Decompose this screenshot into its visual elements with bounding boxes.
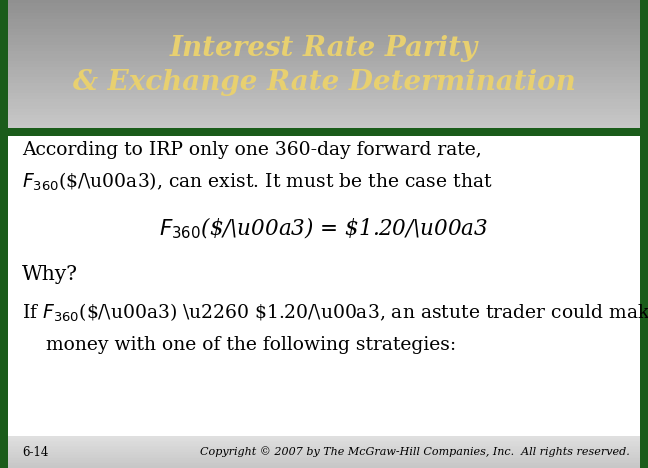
Bar — [8, 3, 640, 7]
Bar — [8, 70, 640, 73]
Bar — [8, 452, 640, 453]
Bar — [8, 67, 640, 70]
Bar — [8, 64, 640, 67]
Bar — [8, 73, 640, 77]
Bar — [8, 83, 640, 87]
Bar — [8, 446, 640, 447]
Bar — [8, 99, 640, 102]
Text: $\mathit{F}_{360}$(\$/\u00a3) = \$1.20/\u00a3: $\mathit{F}_{360}$(\$/\u00a3) = \$1.20/\… — [159, 215, 489, 241]
Text: $\mathit{F}_{360}$(\$/\u00a3), can exist. It must be the case that: $\mathit{F}_{360}$(\$/\u00a3), can exist… — [22, 171, 492, 193]
Bar — [8, 453, 640, 455]
Bar — [8, 439, 640, 441]
Bar — [8, 125, 640, 128]
Text: If $\mathit{F}_{360}$(\$/\u00a3) \u2260 \$1.20/\u00a3, an astute trader could ma: If $\mathit{F}_{360}$(\$/\u00a3) \u2260 … — [22, 302, 648, 324]
Bar — [8, 457, 640, 458]
Bar — [8, 441, 640, 442]
Bar — [8, 467, 640, 468]
Text: Interest Rate Parity: Interest Rate Parity — [170, 35, 478, 61]
Bar — [8, 61, 640, 64]
Bar — [8, 93, 640, 96]
Bar — [8, 16, 640, 19]
Bar — [8, 449, 640, 450]
Bar — [8, 19, 640, 22]
Bar — [8, 89, 640, 93]
Bar — [8, 444, 640, 446]
Bar — [8, 122, 640, 125]
Bar — [8, 118, 640, 122]
Bar — [8, 45, 640, 48]
Bar — [8, 442, 640, 444]
Bar — [8, 465, 640, 467]
Bar — [8, 35, 640, 38]
Bar — [8, 96, 640, 99]
Bar — [8, 102, 640, 106]
Bar — [8, 22, 640, 26]
Bar — [8, 80, 640, 83]
Bar — [8, 460, 640, 461]
Bar — [8, 463, 640, 465]
Bar — [8, 436, 640, 438]
Bar — [8, 136, 640, 436]
Bar — [8, 26, 640, 29]
Bar — [8, 10, 640, 13]
Text: & Exchange Rate Determination: & Exchange Rate Determination — [73, 68, 575, 95]
Bar — [8, 38, 640, 42]
Bar — [8, 461, 640, 463]
Bar — [8, 438, 640, 439]
Bar — [8, 455, 640, 457]
Text: Copyright © 2007 by The McGraw-Hill Companies, Inc.  All rights reserved.: Copyright © 2007 by The McGraw-Hill Comp… — [200, 446, 630, 457]
Bar — [8, 458, 640, 460]
Bar — [8, 112, 640, 115]
Bar — [8, 109, 640, 112]
Bar — [8, 42, 640, 45]
Text: 6-14: 6-14 — [22, 446, 49, 459]
Bar — [8, 450, 640, 452]
Bar — [8, 32, 640, 35]
Bar — [8, 0, 640, 3]
Bar — [8, 48, 640, 51]
Bar — [8, 115, 640, 118]
Bar — [8, 447, 640, 449]
Bar — [8, 58, 640, 61]
Bar — [8, 7, 640, 10]
Bar — [8, 106, 640, 109]
Bar — [8, 13, 640, 16]
Bar — [8, 54, 640, 58]
Bar — [8, 77, 640, 80]
Bar — [8, 87, 640, 89]
Text: Why?: Why? — [22, 264, 78, 284]
Bar — [8, 51, 640, 54]
Text: money with one of the following strategies:: money with one of the following strategi… — [46, 336, 456, 354]
Bar — [8, 29, 640, 32]
Text: According to IRP only one 360-day forward rate,: According to IRP only one 360-day forwar… — [22, 141, 481, 159]
